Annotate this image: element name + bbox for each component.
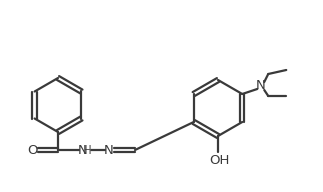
Text: O: O — [28, 143, 38, 156]
Text: N: N — [255, 79, 265, 93]
Text: N: N — [78, 143, 88, 156]
Text: OH: OH — [209, 153, 229, 166]
Text: N: N — [104, 143, 114, 156]
Text: H: H — [83, 145, 91, 157]
